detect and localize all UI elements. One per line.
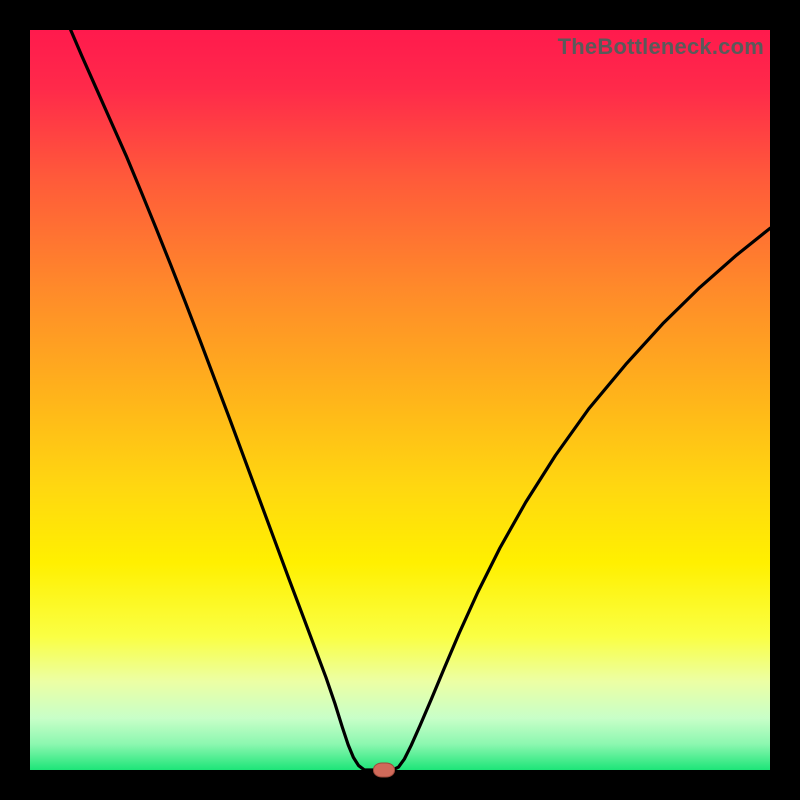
optimum-marker bbox=[373, 763, 395, 778]
watermark-text: TheBottleneck.com bbox=[558, 34, 764, 60]
chart-root: TheBottleneck.com bbox=[0, 0, 800, 800]
bottleneck-curve bbox=[30, 30, 770, 770]
plot-area: TheBottleneck.com bbox=[30, 30, 770, 770]
curve-path bbox=[71, 30, 770, 770]
